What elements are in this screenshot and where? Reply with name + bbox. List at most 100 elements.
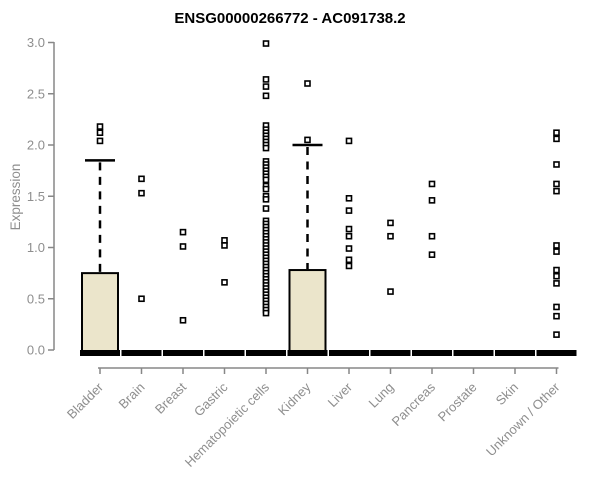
- y-tick-label: 2.5: [27, 86, 45, 101]
- outlier-point: [553, 312, 560, 320]
- outlier-point: [387, 232, 394, 240]
- y-tick-label: 1.0: [27, 240, 45, 255]
- outlier-point: [262, 76, 270, 83]
- outlier-point: [553, 161, 560, 168]
- outlier-point: [553, 135, 560, 143]
- outlier-point: [345, 195, 353, 202]
- median-line: [495, 350, 535, 356]
- x-category-label-liver: Liver: [325, 379, 356, 410]
- outlier-point: [138, 189, 145, 197]
- outlier-point: [138, 175, 145, 183]
- outlier-point: [345, 262, 353, 270]
- outlier-point: [553, 331, 560, 338]
- outlier-point: [428, 232, 436, 240]
- median-line: [163, 350, 203, 356]
- boxplot-bladder: [80, 123, 120, 356]
- y-axis: [48, 41, 55, 351]
- outlier-point: [387, 219, 394, 227]
- boxplot-gastric: [204, 237, 245, 356]
- boxplot-hematopoietic-cells: [246, 40, 286, 356]
- outlier-point: [96, 129, 104, 136]
- median-line: [246, 350, 286, 356]
- outlier-point: [138, 295, 145, 303]
- outlier-point: [428, 251, 436, 258]
- outlier-point: [262, 144, 270, 152]
- x-category-label-pancreas: Pancreas: [389, 379, 439, 429]
- y-tick-label: 1.5: [27, 189, 45, 204]
- boxplot-brain: [121, 175, 162, 356]
- x-axis: [98, 367, 559, 374]
- outlier-point: [179, 228, 187, 236]
- outlier-point: [553, 266, 560, 274]
- outlier-point: [262, 205, 270, 212]
- x-category-label-breast: Breast: [152, 379, 189, 416]
- outlier-point: [345, 137, 353, 145]
- outlier-point: [345, 225, 353, 233]
- boxplot-lung: [370, 219, 411, 356]
- median-line: [121, 350, 162, 356]
- outlier-point: [221, 242, 228, 249]
- outlier-point: [262, 83, 270, 90]
- outlier-point: [262, 40, 270, 47]
- x-category-label-unknown-other: Unknown / Other: [483, 379, 563, 459]
- boxplot-unknown-other: [536, 129, 577, 356]
- y-tick-label: 2.0: [27, 138, 45, 153]
- outlier-point: [262, 196, 270, 203]
- x-category-label-lung: Lung: [366, 380, 397, 411]
- outlier-point: [553, 129, 560, 136]
- outlier-point: [387, 288, 394, 295]
- iqr-box: [288, 269, 327, 354]
- outlier-point: [345, 232, 353, 240]
- outlier-point: [96, 123, 104, 130]
- outlier-point: [262, 309, 270, 317]
- outlier-point: [553, 272, 560, 280]
- outlier-point: [262, 176, 270, 184]
- boxplot-pancreas: [412, 180, 452, 356]
- x-category-label-prostate: Prostate: [435, 380, 480, 425]
- chart-title: ENSG00000266772 - AC091738.2: [174, 10, 406, 27]
- outlier-point: [345, 256, 353, 264]
- x-category-label-kidney: Kidney: [275, 379, 314, 418]
- outlier-point: [304, 136, 311, 144]
- y-tick-label: 0.0: [27, 343, 45, 358]
- median-line: [453, 350, 494, 356]
- outlier-point: [96, 137, 104, 145]
- median-line: [204, 350, 245, 356]
- outlier-point: [553, 303, 560, 311]
- outlier-point: [553, 242, 560, 249]
- boxplot-kidney: [287, 80, 328, 356]
- outlier-point: [553, 187, 560, 195]
- median-line: [80, 350, 120, 356]
- x-category-label-skin: Skin: [493, 380, 521, 408]
- outlier-point: [221, 237, 228, 244]
- boxplot-breast: [163, 228, 203, 356]
- boxplot-liver: [329, 137, 369, 356]
- x-category-label-bladder: Bladder: [64, 379, 107, 422]
- median-line: [329, 350, 369, 356]
- outlier-point: [553, 280, 560, 287]
- median-line: [412, 350, 452, 356]
- outlier-point: [221, 279, 228, 286]
- outlier-point: [553, 180, 560, 188]
- boxplot-prostate: [453, 350, 494, 356]
- outlier-point: [262, 92, 270, 100]
- y-tick-label: 3.0: [27, 35, 45, 50]
- outlier-point: [345, 207, 353, 214]
- median-line: [536, 350, 577, 356]
- iqr-box: [81, 272, 119, 354]
- outlier-point: [428, 180, 436, 188]
- x-category-label-brain: Brain: [116, 380, 148, 412]
- outlier-point: [179, 243, 187, 250]
- y-tick-label: 0.5: [27, 291, 45, 306]
- boxplot-skin: [495, 350, 535, 356]
- median-line: [370, 350, 411, 356]
- median-line: [287, 350, 328, 356]
- outlier-point: [262, 185, 270, 193]
- outlier-point: [428, 197, 436, 204]
- x-category-label-gastric: Gastric: [191, 379, 231, 419]
- outlier-point: [345, 245, 353, 252]
- outlier-point: [304, 80, 311, 87]
- outlier-point: [179, 316, 187, 324]
